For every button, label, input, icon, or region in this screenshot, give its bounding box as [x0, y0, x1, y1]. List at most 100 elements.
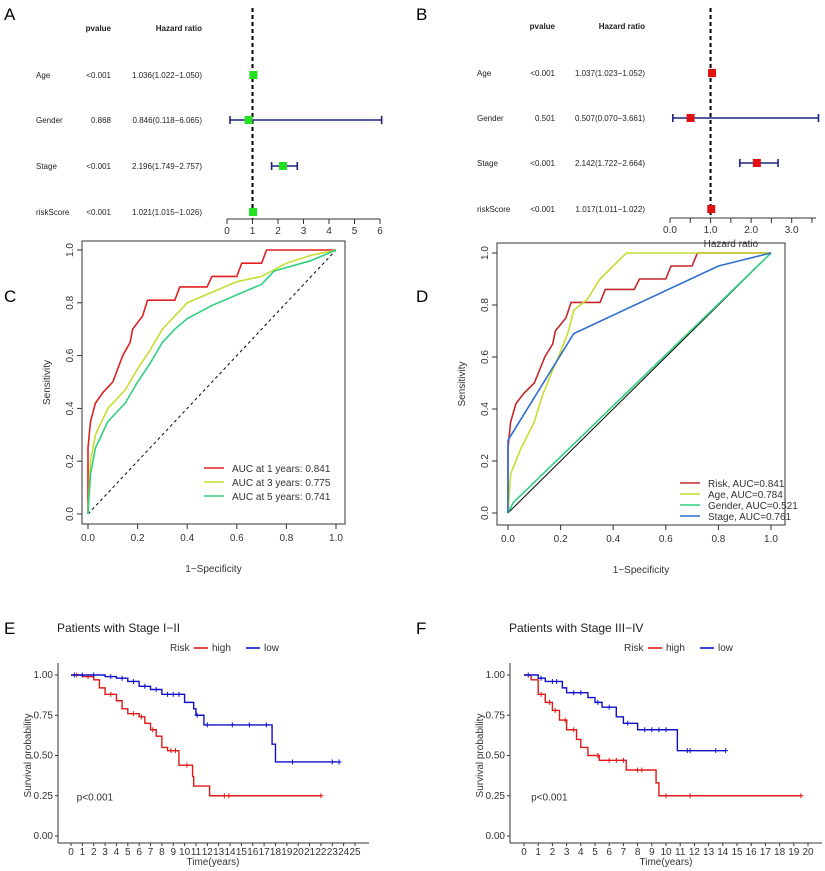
x-tick-label: 0.8: [711, 534, 725, 545]
censor-mark: [221, 793, 227, 799]
roc-curve: [87, 249, 336, 514]
legend-entry: low: [264, 643, 280, 654]
censor-mark: [165, 691, 171, 697]
x-tick-label: 2: [91, 847, 97, 858]
x-tick-label: 5: [592, 847, 598, 858]
y-axis-label: Sensitivity: [457, 361, 468, 406]
hr-marker: [278, 162, 287, 170]
x-tick-label: 19: [281, 847, 293, 858]
censor-mark: [606, 704, 612, 710]
censor-mark: [290, 759, 296, 765]
x-tick-label: 21: [304, 847, 316, 858]
x-tick-label: 0: [224, 226, 230, 237]
hr-marker: [708, 69, 717, 77]
x-axis-label: 1−Specificity: [613, 565, 669, 576]
x-tick-label: 4: [326, 226, 332, 237]
hr-marker: [244, 116, 253, 124]
legend-title: Risk: [624, 643, 644, 654]
y-axis-label: Survival probability: [475, 714, 486, 798]
x-tick-label: 4: [578, 847, 584, 858]
x-tick-label: 16: [247, 847, 259, 858]
censor-mark: [687, 793, 693, 799]
hr-marker: [707, 205, 716, 213]
x-tick-label: 0.8: [279, 533, 293, 544]
hazard-ratio-header: Hazard ratio: [156, 24, 202, 33]
legend-entry: AUC at 1 years: 0.841: [232, 464, 331, 475]
y-tick-label: 0.00: [486, 831, 506, 842]
x-tick-label: 12: [202, 847, 214, 858]
roc-curve: [507, 252, 771, 513]
censor-mark: [723, 748, 729, 754]
censor-mark: [798, 793, 804, 799]
censor-mark: [170, 691, 176, 697]
censor-mark: [578, 690, 584, 696]
legend-entry: low: [718, 643, 734, 654]
survival-curve: [524, 674, 726, 752]
panel-label-a: A: [4, 5, 16, 24]
legend-entry: AUC at 3 years: 0.775: [232, 478, 331, 489]
hr-marker: [686, 114, 695, 122]
x-tick-label: 18: [270, 847, 282, 858]
x-tick-label: 9: [170, 847, 176, 858]
censor-mark: [263, 722, 269, 728]
row-pvalue: 0.501: [535, 114, 556, 123]
censor-mark: [639, 767, 645, 773]
x-tick-label: 12: [689, 847, 701, 858]
y-tick-label: 0.50: [486, 751, 506, 762]
x-tick-label: 13: [703, 847, 715, 858]
x-tick-label: 1.0: [764, 534, 778, 545]
censor-mark: [625, 720, 631, 726]
roc-curve: [507, 252, 772, 513]
x-tick-label: 20: [293, 847, 305, 858]
x-tick-label: 0.0: [501, 534, 515, 545]
censor-mark: [525, 672, 531, 678]
row-hazard-ratio: 1.017(1.011−1.022): [576, 205, 646, 214]
x-tick-label: 7: [621, 847, 627, 858]
x-tick-label: 20: [802, 847, 814, 858]
x-tick-label: 14: [717, 847, 729, 858]
x-tick-label: 14: [224, 847, 236, 858]
panel-label-d: D: [416, 287, 428, 306]
censor-mark: [153, 686, 159, 692]
x-tick-label: 0.6: [230, 533, 244, 544]
censor-mark: [336, 759, 342, 765]
row-pvalue: <0.001: [530, 205, 555, 214]
roc-curve: [507, 252, 772, 514]
censor-mark: [687, 748, 693, 754]
x-tick-label: 3.0: [785, 225, 799, 236]
row-label: riskScore: [477, 205, 511, 214]
y-tick-label: 0.25: [34, 791, 54, 802]
x-tick-label: 25: [349, 847, 361, 858]
censor-mark: [91, 672, 97, 678]
x-tick-label: 23: [327, 847, 339, 858]
roc-plot-c: 0.0 0.2 0.4 0.6 0.8 1.0 0.0 0.2 0.4 0.6 0.8 1.0 1−Sp…: [42, 240, 346, 575]
panel-label-f: F: [416, 619, 426, 638]
x-tick-label: 17: [259, 847, 271, 858]
y-tick-label: 0.8: [65, 295, 76, 309]
x-tick-label: 1: [80, 847, 86, 858]
x-tick-label: 1.0: [704, 225, 718, 236]
x-tick-label: 15: [236, 847, 248, 858]
hr-marker: [249, 208, 258, 216]
x-tick-label: 6: [606, 847, 612, 858]
row-hazard-ratio: 2.142(1.722−2.664): [575, 159, 645, 168]
censor-mark: [562, 717, 568, 723]
row-hazard-ratio: 1.037(1.023−1.052): [575, 69, 645, 78]
x-tick-label: 9: [649, 847, 655, 858]
censor-mark: [613, 757, 619, 763]
x-tick-label: 19: [788, 847, 800, 858]
legend-title: Risk: [170, 643, 190, 654]
x-tick-label: 3: [564, 847, 570, 858]
row-label: Gender: [477, 114, 504, 123]
survival-curve: [71, 674, 321, 797]
row-hazard-ratio: 0.507(0.070−3.661): [575, 114, 645, 123]
censor-mark: [663, 727, 669, 733]
x-tick-label: 13: [213, 847, 225, 858]
y-tick-label: 1.0: [480, 246, 491, 260]
plot-frame: [496, 242, 786, 526]
y-tick-label: 0.8: [480, 298, 491, 312]
p-value-annotation: p<0.001: [77, 793, 114, 804]
censor-mark: [204, 722, 210, 728]
row-pvalue: <0.001: [86, 71, 111, 80]
censor-mark: [571, 690, 577, 696]
